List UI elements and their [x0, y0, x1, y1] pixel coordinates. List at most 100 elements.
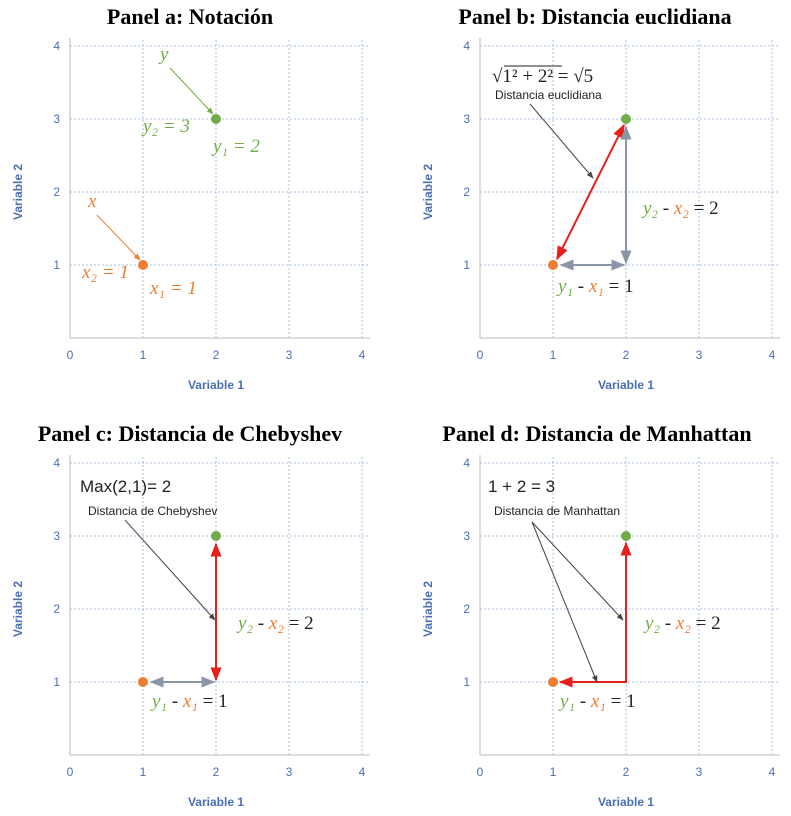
annotation-part: y₂ — [641, 198, 658, 219]
annotation-part: Distancia de Manhattan — [494, 504, 620, 518]
annotation-part: y₁ = 2 — [211, 136, 260, 157]
y-tick-label: 1 — [53, 675, 60, 689]
annotation-part: x₁ — [588, 276, 604, 297]
annotation: Max(2,1)= 2 — [80, 477, 171, 496]
panel: Panel d: Distancia de Manhattan 0 1 2 3 4 1 2 3 4… — [421, 421, 780, 809]
annotation-part: = 2 — [284, 613, 314, 634]
annotation-part: y₂ — [643, 613, 660, 634]
annotation: y₁ - x₁ = 1 — [558, 691, 636, 712]
y-tick-label: 4 — [53, 456, 60, 470]
annotation: 1 + 2 = 3 — [488, 477, 555, 496]
annotation-part: y₂ — [236, 613, 253, 634]
annotation: y₁ - x₁ = 1 — [150, 691, 228, 712]
annotation-part: y — [158, 44, 169, 65]
y-tick-label: 3 — [463, 529, 470, 543]
annotation: y₂ - x₂ = 2 — [643, 613, 721, 634]
x-axis-label: Variable 1 — [188, 795, 244, 809]
y-tick-label: 3 — [463, 112, 470, 126]
x-axis-label: Variable 1 — [598, 795, 654, 809]
annotation-part: - — [167, 691, 183, 712]
y-tick-label: 3 — [53, 112, 60, 126]
annotation: √1² + 2² = √5 — [492, 66, 593, 87]
annotation-part: x₁ = 1 — [149, 278, 197, 299]
annotation-part: x₂ — [268, 613, 284, 634]
point — [621, 114, 631, 124]
y-tick-label: 1 — [53, 258, 60, 272]
y-tick-label: 2 — [463, 602, 470, 616]
annotation: y₂ = 3 — [141, 116, 190, 137]
x-tick-label: 3 — [286, 348, 293, 362]
x-tick-label: 2 — [623, 765, 630, 779]
annotation: Distancia euclidiana — [495, 88, 602, 102]
annotation-part: Max(2,1)= 2 — [80, 477, 171, 496]
y-tick-label: 2 — [53, 602, 60, 616]
annotation-part: = 2 — [691, 613, 721, 634]
y-tick-label: 1 — [463, 258, 470, 272]
annotation-part: y₁ — [556, 276, 573, 297]
annotation-part: - — [573, 276, 589, 297]
panel: Panel b: Distancia euclidiana 0 1 2 3 4 1 2 3 4 Va… — [421, 4, 780, 392]
annotation: y — [158, 44, 169, 65]
x-tick-label: 2 — [213, 348, 220, 362]
annotation-part: Distancia de Chebyshev — [88, 504, 217, 518]
point — [138, 677, 148, 687]
pointer-arrow — [529, 103, 594, 179]
x-axis-label: Variable 1 — [598, 378, 654, 392]
y-tick-label: 2 — [463, 185, 470, 199]
x-tick-label: 2 — [623, 348, 630, 362]
point — [621, 531, 631, 541]
x-tick-label: 1 — [550, 348, 557, 362]
annotation: x₁ = 1 — [149, 278, 197, 299]
y-tick-label: 4 — [53, 39, 60, 53]
panel-title: Panel d: Distancia de Manhattan — [442, 421, 751, 446]
annotation-part: - — [575, 691, 591, 712]
annotation-part: √1² + 2² = √5 — [492, 66, 593, 87]
x-tick-label: 3 — [696, 348, 703, 362]
y-tick-label: 2 — [53, 185, 60, 199]
annotation-part: - — [253, 613, 269, 634]
pointer-arrow — [531, 521, 624, 621]
annotation-part: - — [658, 198, 674, 219]
distance-path — [558, 541, 632, 688]
x-tick-label: 4 — [359, 348, 366, 362]
annotation-part: x₂ = 1 — [81, 262, 129, 283]
pointer-arrow — [124, 519, 216, 621]
annotation: y₂ - x₂ = 2 — [641, 198, 719, 219]
annotation: y₁ = 2 — [211, 136, 260, 157]
annotation-part: = 1 — [198, 691, 228, 712]
distance-arrow — [556, 123, 625, 261]
y-tick-label: 1 — [463, 675, 470, 689]
x-tick-label: 0 — [67, 348, 74, 362]
x-tick-label: 1 — [550, 765, 557, 779]
pointer-arrow — [531, 521, 598, 683]
panel-title: Panel a: Notación — [107, 4, 273, 29]
annotation-part: y₁ — [150, 691, 167, 712]
annotation: y₁ - x₁ = 1 — [556, 276, 634, 297]
annotation: y₂ - x₂ = 2 — [236, 613, 314, 634]
annotation: Distancia de Chebyshev — [88, 504, 217, 518]
x-tick-label: 3 — [696, 765, 703, 779]
annotation-part: x₁ — [590, 691, 606, 712]
x-tick-label: 0 — [67, 765, 74, 779]
y-axis-label: Variable 2 — [421, 164, 435, 220]
annotation-part: = 1 — [604, 276, 634, 297]
annotation-part: = 2 — [689, 198, 719, 219]
x-tick-label: 4 — [359, 765, 366, 779]
panel: Panel a: Notación 0 1 2 3 4 1 2 3 4 Variable 1 Vari… — [11, 4, 370, 392]
annotation-part: 1 + 2 = 3 — [488, 477, 555, 496]
annotation-part: = 1 — [606, 691, 636, 712]
annotation-part: y₁ — [558, 691, 575, 712]
y-axis-label: Variable 2 — [11, 581, 25, 637]
y-tick-label: 4 — [463, 456, 470, 470]
panel-title: Panel c: Distancia de Chebyshev — [38, 421, 342, 446]
x-tick-label: 3 — [286, 765, 293, 779]
pointer-arrow — [96, 214, 141, 261]
annotation-part: y₂ = 3 — [141, 116, 190, 137]
panel: Panel c: Distancia de Chebyshev 0 1 2 3 4 1 2 3 4… — [11, 421, 370, 809]
point — [548, 260, 558, 270]
annotation: x₂ = 1 — [81, 262, 129, 283]
x-tick-label: 2 — [213, 765, 220, 779]
x-tick-label: 4 — [769, 765, 776, 779]
annotation-part: x₂ — [675, 613, 691, 634]
